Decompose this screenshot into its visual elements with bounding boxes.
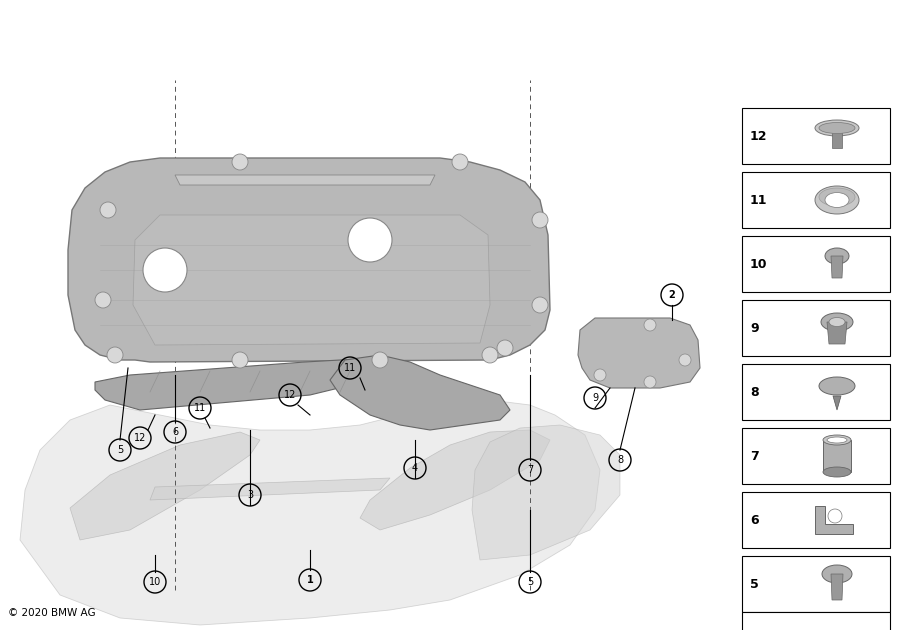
Ellipse shape (815, 186, 859, 214)
Text: 5: 5 (117, 445, 123, 455)
Ellipse shape (829, 318, 845, 326)
Ellipse shape (827, 437, 847, 443)
Circle shape (452, 154, 468, 170)
Bar (742, 172, 890, 228)
Circle shape (497, 340, 513, 356)
Text: 11: 11 (344, 363, 356, 373)
Bar (823, 440, 851, 472)
Ellipse shape (825, 193, 849, 207)
Text: © 2020 BMW AG: © 2020 BMW AG (8, 608, 95, 618)
Circle shape (348, 218, 392, 262)
Polygon shape (150, 478, 390, 500)
Bar (742, 236, 890, 292)
Polygon shape (133, 215, 490, 345)
Text: 1: 1 (307, 575, 313, 585)
Polygon shape (831, 574, 843, 600)
Bar (742, 364, 890, 420)
Text: 4: 4 (412, 463, 418, 473)
Text: 11: 11 (750, 193, 768, 207)
Polygon shape (833, 396, 841, 410)
Circle shape (372, 352, 388, 368)
Polygon shape (20, 400, 600, 625)
Polygon shape (831, 256, 843, 278)
Circle shape (644, 319, 656, 331)
Ellipse shape (819, 188, 855, 206)
Text: 7: 7 (526, 465, 533, 475)
Ellipse shape (821, 313, 853, 331)
Circle shape (100, 202, 116, 218)
Bar (832, 128, 842, 148)
Text: 6: 6 (172, 427, 178, 437)
Text: 10: 10 (148, 577, 161, 587)
Text: 7: 7 (750, 449, 759, 462)
Bar (742, 492, 890, 548)
Circle shape (232, 154, 248, 170)
Polygon shape (70, 432, 260, 540)
Polygon shape (360, 430, 550, 530)
Bar (742, 556, 890, 612)
Bar (742, 108, 890, 164)
Ellipse shape (822, 565, 852, 583)
Polygon shape (175, 175, 435, 185)
Text: 2: 2 (669, 290, 675, 300)
Circle shape (143, 248, 187, 292)
Ellipse shape (815, 120, 859, 136)
Bar (742, 300, 890, 356)
Circle shape (107, 347, 123, 363)
Polygon shape (578, 318, 700, 388)
Bar (742, 612, 890, 630)
Text: 12: 12 (134, 433, 146, 443)
Bar (742, 428, 890, 484)
Polygon shape (472, 425, 620, 560)
Text: 12: 12 (284, 390, 296, 400)
Ellipse shape (823, 467, 851, 477)
Circle shape (532, 297, 548, 313)
Text: 11: 11 (194, 403, 206, 413)
Text: 3: 3 (247, 490, 253, 500)
Circle shape (532, 212, 548, 228)
Circle shape (594, 369, 606, 381)
Text: 12: 12 (750, 130, 768, 142)
Circle shape (95, 292, 111, 308)
Polygon shape (827, 322, 847, 344)
Text: 5: 5 (750, 578, 759, 590)
Text: 6: 6 (750, 513, 759, 527)
Ellipse shape (819, 122, 855, 134)
Polygon shape (68, 158, 550, 362)
Polygon shape (330, 355, 510, 430)
Ellipse shape (823, 435, 851, 445)
Text: 8: 8 (750, 386, 759, 399)
Text: 5: 5 (526, 577, 533, 587)
Circle shape (828, 509, 842, 523)
Polygon shape (95, 358, 385, 410)
Circle shape (482, 347, 498, 363)
Ellipse shape (819, 377, 855, 395)
Circle shape (232, 352, 248, 368)
Text: 9: 9 (750, 321, 759, 335)
Circle shape (644, 376, 656, 388)
Text: 10: 10 (750, 258, 768, 270)
Text: 9: 9 (592, 393, 598, 403)
Text: 8: 8 (616, 455, 623, 465)
Polygon shape (815, 506, 853, 534)
Circle shape (679, 354, 691, 366)
Ellipse shape (825, 248, 849, 264)
